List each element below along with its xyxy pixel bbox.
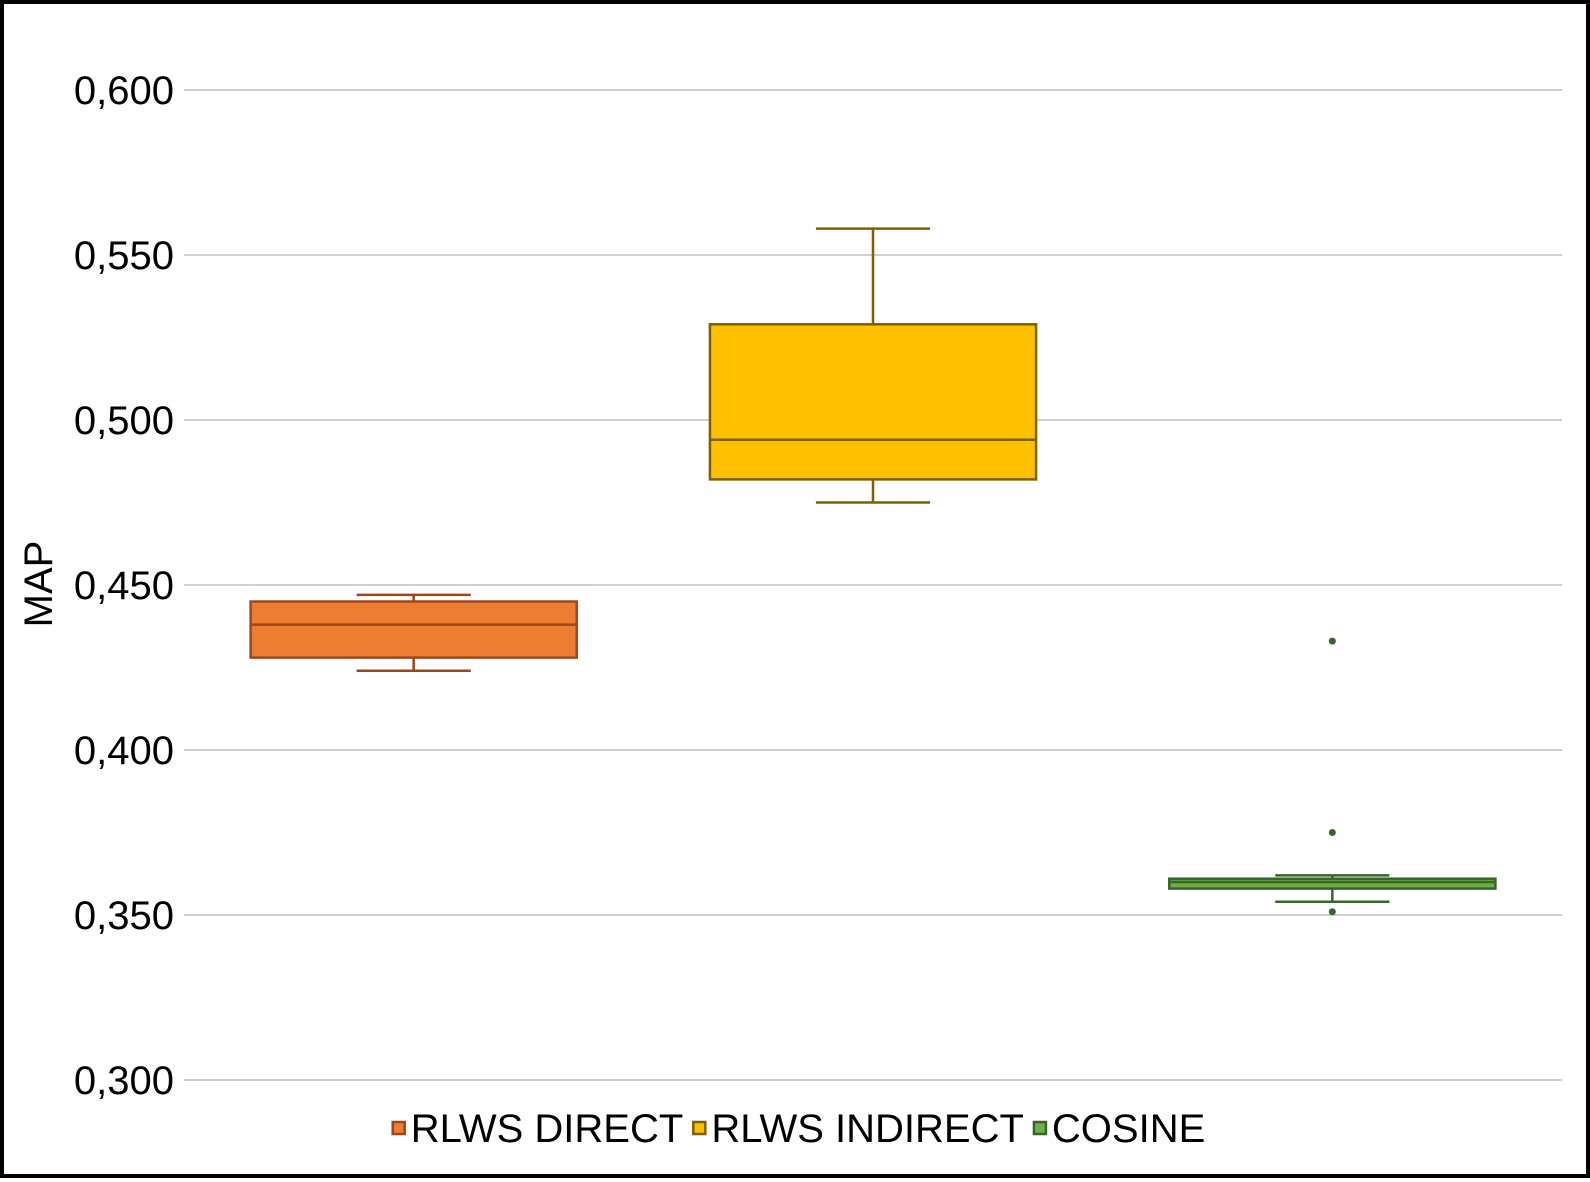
y-tick-label: 0,600 (74, 69, 174, 113)
legend-swatch (1032, 1120, 1048, 1136)
box-rlws-indirect (708, 227, 1038, 504)
legend-item: RLWS INDIRECT (692, 1107, 1024, 1151)
outlier-point (1328, 908, 1336, 916)
y-tick-label: 0,550 (74, 234, 174, 278)
iqr-box (708, 323, 1038, 481)
box-series (249, 227, 1497, 916)
y-tick-label: 0,400 (74, 729, 174, 773)
outlier-point (1328, 637, 1336, 645)
y-tick-label: 0,450 (74, 564, 174, 608)
legend-label: RLWS DIRECT (411, 1107, 684, 1151)
legend-swatch (692, 1120, 707, 1136)
legend-item: COSINE (1032, 1107, 1205, 1151)
legend-label: COSINE (1052, 1107, 1205, 1151)
box-rlws-direct (249, 593, 578, 673)
y-tick-label: 0,300 (74, 1059, 174, 1103)
iqr-box (1168, 877, 1497, 890)
outlier-point (1328, 829, 1336, 836)
iqr-box (249, 600, 578, 659)
legend-label: RLWS INDIRECT (711, 1107, 1024, 1151)
y-tick-label: 0,350 (74, 894, 174, 938)
legend-swatch (391, 1120, 406, 1136)
legend-item: RLWS DIRECT (391, 1107, 684, 1151)
legend: RLWS DIRECT RLWS INDIRECT COSINE (391, 1107, 1205, 1151)
box-cosine (1168, 637, 1497, 916)
y-tick-label: 0,500 (74, 399, 174, 443)
y-axis-tick-labels: 0,300 0,350 0,400 0,450 0,500 0,550 0,600 (74, 69, 174, 1103)
y-axis-title: MAP (17, 541, 61, 628)
